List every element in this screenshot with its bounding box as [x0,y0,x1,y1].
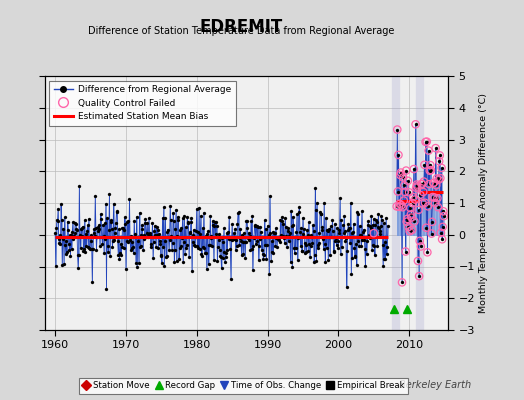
Legend: Difference from Regional Average, Quality Control Failed, Estimated Station Mean: Difference from Regional Average, Qualit… [49,80,236,126]
Point [412,181,421,188]
Point [435,152,444,158]
Point [400,182,409,189]
Point [398,204,407,210]
Point [439,224,447,230]
Point [402,218,411,225]
Point [395,204,403,210]
Point [401,189,409,195]
Point [434,177,443,183]
Point [436,230,445,236]
Point [410,218,419,225]
Point [427,167,435,173]
Point [425,168,434,174]
Point [419,189,428,195]
Point [432,182,440,188]
Point [431,200,439,206]
Point [406,228,414,234]
Point [417,181,425,187]
Point [405,189,413,196]
Point [422,224,430,231]
Point [400,197,408,204]
Point [409,194,418,200]
Point [430,194,439,201]
Text: Difference of Station Temperature Data from Regional Average: Difference of Station Temperature Data f… [88,26,394,36]
Point [436,175,444,182]
Point [396,201,404,207]
Point [408,200,417,206]
Point [422,138,431,145]
Point [402,167,410,174]
Point [416,192,424,198]
Point [396,172,405,178]
Point [420,178,428,185]
Point [369,230,378,236]
Point [416,238,424,244]
Point [398,279,406,286]
Point [431,145,440,151]
Point [421,200,429,206]
Point [407,211,415,218]
Point [397,202,406,208]
Point [424,203,432,210]
Point [423,249,432,256]
Legend: Station Move, Record Gap, Time of Obs. Change, Empirical Break: Station Move, Record Gap, Time of Obs. C… [80,378,408,394]
Point [412,184,420,191]
Point [393,126,401,133]
Point [438,236,446,242]
Y-axis label: Monthly Temperature Anomaly Difference (°C): Monthly Temperature Anomaly Difference (… [479,93,488,313]
Point [403,178,412,184]
Point [429,180,438,186]
Point [407,214,416,221]
Point [403,216,411,222]
Point [411,121,420,128]
Point [424,148,433,154]
Point [410,166,418,172]
Point [421,139,430,145]
Point [440,213,448,219]
Point [408,227,416,233]
Point [438,165,446,171]
Point [411,196,419,203]
Point [429,194,437,200]
Point [435,158,443,164]
Point [414,207,423,213]
Text: EDREMIT: EDREMIT [200,18,282,36]
Point [394,188,402,195]
Point [413,183,421,190]
Point [401,248,410,255]
Point [392,203,401,210]
Point [427,230,435,237]
Point [399,174,407,181]
Point [430,180,438,186]
Point [439,208,447,214]
Text: Berkeley Earth: Berkeley Earth [399,380,472,390]
Point [433,175,441,182]
Point [415,273,423,279]
Point [405,224,413,230]
Point [434,204,442,210]
Point [419,200,427,206]
Point [425,181,433,187]
Point [418,181,426,187]
Point [417,243,425,250]
Point [433,195,442,202]
Point [397,169,405,176]
Point [394,152,402,158]
Point [420,162,429,168]
Point [414,258,422,264]
Point [426,162,434,168]
Point [406,205,414,211]
Point [428,219,436,225]
